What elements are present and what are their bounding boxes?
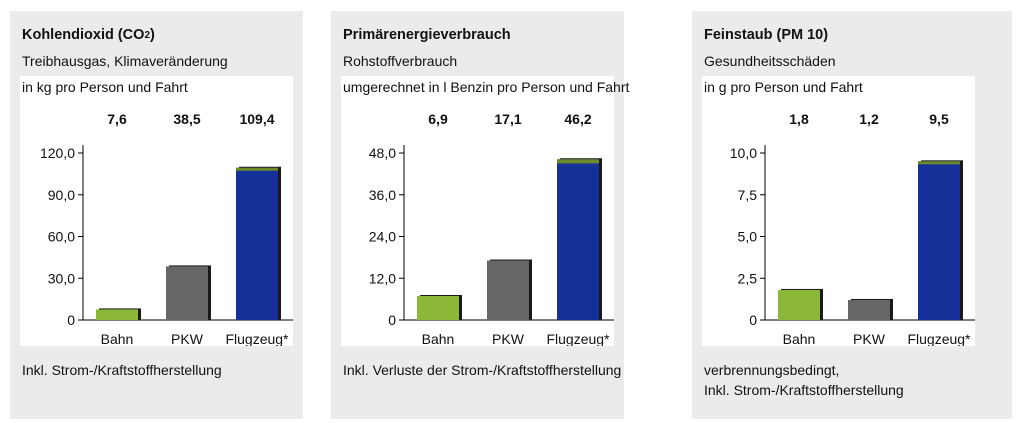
y-tick-label: 36,0 <box>369 187 396 203</box>
value-label: 109,4 <box>239 111 274 127</box>
bar-top-segment <box>236 167 278 171</box>
value-label: 1,8 <box>789 111 809 127</box>
category-label: Flugzeug* <box>907 331 971 346</box>
bar <box>166 265 211 320</box>
value-label: 46,2 <box>564 111 591 127</box>
value-label: 9,5 <box>929 111 949 127</box>
panel-subtitle: Rohstoffverbrauch <box>343 53 458 69</box>
bar-fill <box>487 260 529 320</box>
bar-fill <box>848 299 890 320</box>
bar-fill <box>417 295 459 320</box>
value-label: 1,2 <box>859 111 879 127</box>
plot-area: 0 2,5 5,0 7,5 10,0 1,8 Bahn 1,2 PKW 9,5 Flugzeug* … <box>702 76 975 346</box>
panel-subtitle: Gesundheitsschäden <box>704 53 836 69</box>
category-label: Bahn <box>101 331 134 346</box>
y-tick-label: 90,0 <box>48 187 75 203</box>
unit-label: in g pro Person und Fahrt <box>704 79 863 95</box>
unit-label: in kg pro Person und Fahrt <box>22 79 188 95</box>
chart-panel-primary-energy: Primärenergieverbrauch Rohstoffverbrauch… <box>331 11 629 419</box>
category-label: PKW <box>171 331 204 346</box>
bar <box>557 158 602 320</box>
chart-panel-fine-dust: Feinstaub (PM 10) Gesundheitsschäden 0 2,… <box>692 11 1012 419</box>
bar-chart-co2: 0 30,0 60,0 90,0 120,0 7,6 Bahn 38,5 PKW 109,4 Flu… <box>40 111 293 346</box>
bar-fill <box>557 159 599 320</box>
y-tick-label: 0 <box>67 312 75 328</box>
y-tick-label: 30,0 <box>48 270 75 286</box>
y-tick-label: 60,0 <box>48 229 75 245</box>
bar-top-segment <box>918 161 960 165</box>
bar <box>778 288 823 320</box>
value-label: 17,1 <box>494 111 521 127</box>
value-label: 38,5 <box>173 111 200 127</box>
category-label: Flugzeug* <box>546 331 610 346</box>
y-tick-label: 48,0 <box>369 145 396 161</box>
bar <box>236 166 281 320</box>
category-label: Bahn <box>422 331 455 346</box>
panel-note: Inkl. Strom-/Kraftstoffherstellung <box>22 360 222 380</box>
bar <box>96 308 141 320</box>
panel-note: Inkl. Verluste der Strom-/Kraftstoffhers… <box>343 360 621 380</box>
y-tick-label: 5,0 <box>738 229 758 245</box>
y-tick-label: 12,0 <box>369 270 396 286</box>
bar-fill <box>778 289 820 320</box>
bar <box>487 259 532 320</box>
bar-chart-primary-energy: 0 12,0 24,0 36,0 48,0 6,9 Bahn 17,1 PKW 46,2 Flugz… <box>369 111 614 346</box>
title-subscript: 2 <box>144 30 150 41</box>
bar-chart-fine-dust: 0 2,5 5,0 7,5 10,0 1,8 Bahn 1,2 PKW 9,5 Flugzeug* <box>730 111 975 346</box>
note-line: Inkl. Verluste der Strom-/Kraftstoffhers… <box>343 362 622 378</box>
category-label: PKW <box>492 331 525 346</box>
note-line: Inkl. Strom-/Kraftstoffherstellung <box>704 382 904 398</box>
panel-note: verbrennungsbedingt, Inkl. Strom-/Krafts… <box>704 360 904 400</box>
bar <box>848 298 893 320</box>
y-tick-label: 10,0 <box>730 145 757 161</box>
bar-fill <box>96 309 138 320</box>
value-label: 6,9 <box>428 111 448 127</box>
bar <box>417 294 462 320</box>
panel-title: Feinstaub (PM 10) <box>704 27 829 43</box>
category-label: Flugzeug* <box>225 331 289 346</box>
y-tick-label: 2,5 <box>738 270 758 286</box>
plot-area: 0 12,0 24,0 36,0 48,0 6,9 Bahn 17,1 PKW 46,2 Flugz… <box>341 76 629 346</box>
bar-fill <box>166 266 208 320</box>
panel-subtitle: Treibhausgas, Klimaveränderung <box>22 53 228 69</box>
y-tick-label: 0 <box>388 312 396 328</box>
plot-area: 0 30,0 60,0 90,0 120,0 7,6 Bahn 38,5 PKW 109,4 Flu… <box>20 76 293 346</box>
y-tick-label: 120,0 <box>40 145 75 161</box>
y-tick-label: 24,0 <box>369 229 396 245</box>
category-label: PKW <box>853 331 886 346</box>
unit-label: umgerechnet in l Benzin pro Person und F… <box>343 79 630 95</box>
panel-title: Kohlendioxid (CO2) <box>22 27 155 43</box>
value-label: 7,6 <box>107 111 127 127</box>
chart-panel-co2: Kohlendioxid (CO2) Treibhausgas, Klimave… <box>10 11 303 419</box>
bar-top-segment <box>557 159 599 164</box>
category-label: Bahn <box>783 331 816 346</box>
y-tick-label: 0 <box>749 312 757 328</box>
y-tick-label: 7,5 <box>738 187 758 203</box>
panel-title: Primärenergieverbrauch <box>343 27 511 43</box>
note-line: verbrennungsbedingt, <box>704 362 840 378</box>
bar <box>918 160 963 320</box>
bar-fill <box>918 161 960 320</box>
bar-fill <box>236 167 278 320</box>
note-line: Inkl. Strom-/Kraftstoffherstellung <box>22 362 222 378</box>
